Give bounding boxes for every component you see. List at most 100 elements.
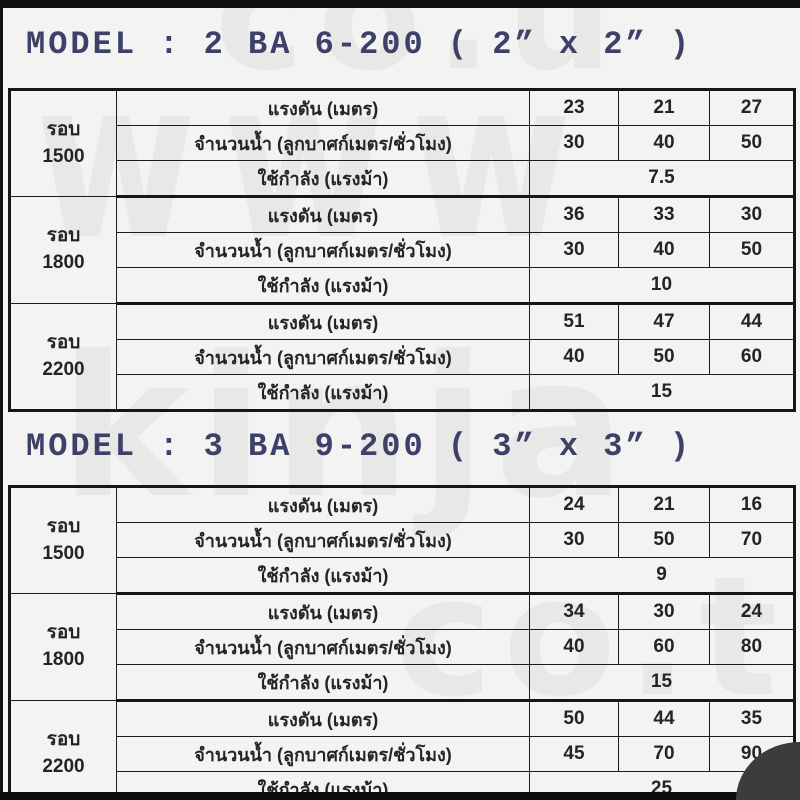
pressure-value: 30 xyxy=(618,593,710,630)
left-edge-strip xyxy=(0,0,3,800)
flow-value: 70 xyxy=(709,522,795,558)
pressure-value: 21 xyxy=(618,486,710,523)
flow-value: 50 xyxy=(709,232,795,268)
model-title-2: MODEL : 3 BA 9-200 ( 3” x 3” ) xyxy=(26,428,693,465)
pressure-label: แรงดัน (เมตร) xyxy=(116,593,530,630)
table-row: รอบ 2200 แรงดัน (เมตร) 51 47 44 xyxy=(9,303,795,411)
pressure-value: 24 xyxy=(709,593,795,630)
speed-prefix: รอบ xyxy=(46,515,81,537)
pressure-value: 51 xyxy=(529,303,619,340)
table-row: รอบ 1500 แรงดัน (เมตร) 23 21 27 xyxy=(9,89,795,197)
speed-value: 1500 xyxy=(42,145,85,167)
power-value: 7.5 xyxy=(529,160,795,198)
speed-prefix: รอบ xyxy=(46,331,81,353)
flow-label: จำนวนน้ำ (ลูกบาศก์เมตร/ชั่วโมง) xyxy=(116,736,530,772)
flow-value: 40 xyxy=(529,629,619,665)
table-row: จำนวนน้ำ (ลูกบาศก์เมตร/ชั่วโมง) 30 50 70 xyxy=(10,522,795,558)
table-row: จำนวนน้ำ (ลูกบาศก์เมตร/ชั่วโมง) 40 60 80 xyxy=(10,629,795,665)
power-label: ใช้กำลัง (แรงม้า) xyxy=(116,374,530,412)
table-row: จำนวนน้ำ (ลูกบาศก์เมตร/ชั่วโมง) 30 40 50 xyxy=(10,232,795,268)
spec-table-model-1: รอบ 1500 แรงดัน (เมตร) 23 21 27 จำนวนน้ำ… xyxy=(8,88,796,412)
flow-value: 50 xyxy=(709,125,795,161)
top-edge-bar xyxy=(0,0,800,8)
pressure-value: 47 xyxy=(618,303,710,340)
flow-value: 45 xyxy=(529,736,619,772)
pressure-value: 16 xyxy=(709,486,795,523)
table-row: ใช้กำลัง (แรงม้า) 9 xyxy=(10,557,795,595)
flow-label: จำนวนน้ำ (ลูกบาศก์เมตร/ชั่วโมง) xyxy=(116,232,530,268)
speed-value: 1800 xyxy=(42,252,85,273)
table-row: รอบ 1500 แรงดัน (เมตร) 24 21 16 xyxy=(9,486,795,594)
flow-label: จำนวนน้ำ (ลูกบาศก์เมตร/ชั่วโมง) xyxy=(116,339,530,375)
speed-prefix: รอบ xyxy=(46,728,81,750)
flow-label: จำนวนน้ำ (ลูกบาศก์เมตร/ชั่วโมง) xyxy=(116,629,530,665)
power-value: 15 xyxy=(529,374,795,412)
flow-value: 60 xyxy=(618,629,710,665)
speed-cell: รอบ 1500 xyxy=(9,486,117,594)
pressure-label: แรงดัน (เมตร) xyxy=(116,196,530,233)
flow-value: 50 xyxy=(618,339,710,375)
speed-cell: รอบ 1800 xyxy=(9,593,117,701)
table-row: ใช้กำลัง (แรงม้า) 15 xyxy=(10,664,795,702)
flow-value: 40 xyxy=(618,125,710,161)
speed-cell: รอบ 1800 xyxy=(9,196,117,304)
pressure-value: 27 xyxy=(709,89,795,126)
power-value: 10 xyxy=(529,267,795,305)
speed-value: 2200 xyxy=(42,755,85,777)
model-title-1: MODEL : 2 BA 6-200 ( 2” x 2” ) xyxy=(26,26,693,63)
speed-value: 1800 xyxy=(42,649,85,670)
flow-value: 60 xyxy=(709,339,795,375)
flow-value: 40 xyxy=(618,232,710,268)
pressure-label: แรงดัน (เมตร) xyxy=(116,303,530,340)
flow-label: จำนวนน้ำ (ลูกบาศก์เมตร/ชั่วโมง) xyxy=(116,522,530,558)
speed-value: 1500 xyxy=(42,542,85,564)
speed-cell: รอบ 2200 xyxy=(9,700,117,800)
speed-cell: รอบ 2200 xyxy=(9,303,117,411)
table-row: รอบ 1800 แรงดัน (เมตร) 34 30 24 xyxy=(9,593,795,701)
speed-prefix: รอบ xyxy=(46,622,81,644)
flow-label: จำนวนน้ำ (ลูกบาศก์เมตร/ชั่วโมง) xyxy=(116,125,530,161)
speed-prefix: รอบ xyxy=(46,118,81,140)
power-label: ใช้กำลัง (แรงม้า) xyxy=(116,267,530,305)
power-label: ใช้กำลัง (แรงม้า) xyxy=(116,664,530,702)
pressure-value: 34 xyxy=(529,593,619,630)
pressure-value: 36 xyxy=(529,196,619,233)
flow-value: 70 xyxy=(618,736,710,772)
power-label: ใช้กำลัง (แรงม้า) xyxy=(116,557,530,595)
pressure-value: 30 xyxy=(709,196,795,233)
power-value: 9 xyxy=(529,557,795,595)
table-row: รอบ 1800 แรงดัน (เมตร) 36 33 30 xyxy=(9,196,795,304)
flow-value: 50 xyxy=(618,522,710,558)
table-row: ใช้กำลัง (แรงม้า) 7.5 xyxy=(10,160,795,198)
spec-table-model-2: รอบ 1500 แรงดัน (เมตร) 24 21 16 จำนวนน้ำ… xyxy=(8,485,796,800)
table-row: ใช้กำลัง (แรงม้า) 15 xyxy=(10,374,795,412)
speed-prefix: รอบ xyxy=(46,225,81,247)
power-label: ใช้กำลัง (แรงม้า) xyxy=(116,160,530,198)
pressure-value: 35 xyxy=(709,700,795,737)
flow-value: 30 xyxy=(529,232,619,268)
pressure-label: แรงดัน (เมตร) xyxy=(116,89,530,126)
flow-value: 30 xyxy=(529,522,619,558)
pressure-value: 23 xyxy=(529,89,619,126)
table-row: จำนวนน้ำ (ลูกบาศก์เมตร/ชั่วโมง) 40 50 60 xyxy=(10,339,795,375)
table-row: จำนวนน้ำ (ลูกบาศก์เมตร/ชั่วโมง) 45 70 90 xyxy=(10,736,795,772)
pressure-value: 44 xyxy=(709,303,795,340)
pressure-value: 50 xyxy=(529,700,619,737)
watermark-text: co.u xyxy=(215,0,627,104)
power-value: 15 xyxy=(529,664,795,702)
flow-value: 40 xyxy=(529,339,619,375)
speed-value: 2200 xyxy=(42,358,85,380)
table-row: ใช้กำลัง (แรงม้า) 10 xyxy=(10,267,795,305)
pressure-value: 24 xyxy=(529,486,619,523)
flow-value: 30 xyxy=(529,125,619,161)
pressure-value: 44 xyxy=(618,700,710,737)
speed-cell: รอบ 1500 xyxy=(9,89,117,197)
bottom-edge-bar xyxy=(0,792,800,800)
table-row: รอบ 2200 แรงดัน (เมตร) 50 44 35 xyxy=(9,700,795,800)
pressure-label: แรงดัน (เมตร) xyxy=(116,486,530,523)
pressure-value: 21 xyxy=(618,89,710,126)
pressure-label: แรงดัน (เมตร) xyxy=(116,700,530,737)
flow-value: 80 xyxy=(709,629,795,665)
pressure-value: 33 xyxy=(618,196,710,233)
